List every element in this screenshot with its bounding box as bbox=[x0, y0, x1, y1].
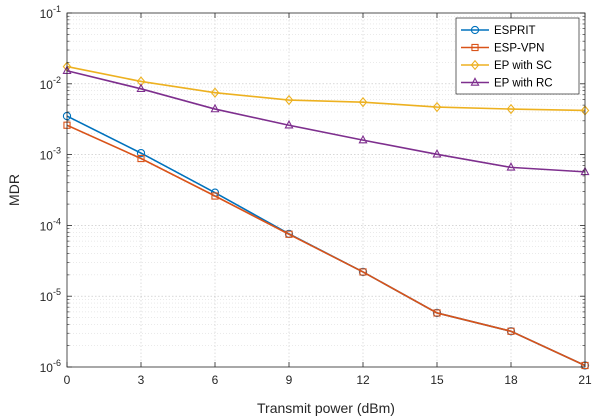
x-axis-label: Transmit power (dBm) bbox=[257, 400, 395, 416]
legend-item: ESPRIT bbox=[461, 25, 536, 37]
data-point bbox=[433, 309, 441, 317]
y-tick-label: 10-6 bbox=[40, 358, 61, 375]
legend-marker bbox=[470, 25, 480, 35]
ticks-layer: 0 3 6 9 12 15 18 21 10-6 10-5 10-4 10-3 10-2 10-1 bbox=[40, 4, 592, 387]
legend-label: ESPRIT bbox=[494, 25, 536, 37]
y-tick-label: 10-5 bbox=[40, 287, 61, 304]
data-point bbox=[432, 148, 442, 158]
x-tick-label: 0 bbox=[64, 373, 71, 387]
data-point bbox=[137, 154, 145, 163]
legend-label: EP with RC bbox=[494, 78, 553, 90]
x-tick-label: 12 bbox=[356, 373, 370, 387]
legend-item: EP with RC bbox=[461, 77, 553, 90]
legend-label: EP with SC bbox=[494, 60, 552, 72]
series-ep-with-rc bbox=[62, 65, 590, 176]
data-point bbox=[211, 192, 219, 200]
series-line bbox=[66, 69, 586, 173]
y-tick-label: 10-4 bbox=[40, 216, 61, 233]
x-tick-label: 3 bbox=[138, 373, 145, 387]
plot-frame bbox=[66, 12, 586, 368]
x-tick-label: 18 bbox=[504, 373, 518, 387]
series-esp-vpn bbox=[63, 121, 589, 370]
data-point bbox=[506, 103, 516, 115]
legend-item: ESP-VPN bbox=[461, 43, 545, 55]
legend-label: ESP-VPN bbox=[494, 43, 545, 55]
data-point bbox=[358, 134, 368, 144]
data-point bbox=[210, 87, 220, 98]
data-point bbox=[284, 94, 294, 106]
data-point bbox=[359, 268, 367, 276]
data-point bbox=[507, 327, 515, 335]
data-point bbox=[358, 97, 368, 108]
legend-marker bbox=[470, 59, 480, 71]
legend-item: EP with SC bbox=[461, 59, 552, 72]
y-tick-label: 10-1 bbox=[40, 4, 61, 21]
data-point bbox=[432, 101, 442, 113]
x-tick-label: 6 bbox=[212, 373, 219, 387]
series-line bbox=[66, 65, 586, 112]
legend-marker bbox=[471, 43, 479, 52]
x-tick-label: 15 bbox=[430, 373, 444, 387]
y-axis-label: MDR bbox=[6, 174, 22, 206]
data-point bbox=[136, 83, 146, 93]
legend-marker bbox=[470, 77, 480, 86]
grid bbox=[67, 13, 585, 367]
data-point bbox=[506, 162, 516, 171]
data-point bbox=[210, 103, 220, 113]
x-tick-label: 9 bbox=[286, 373, 293, 387]
x-tick-label: 21 bbox=[578, 373, 592, 387]
data-point bbox=[285, 230, 293, 238]
legend: ESPRIT ESP-VPN EP with SC EP with RC bbox=[455, 17, 580, 95]
series-line bbox=[66, 124, 586, 367]
y-tick-label: 10-3 bbox=[40, 146, 61, 163]
data-point bbox=[136, 148, 146, 158]
data-point bbox=[284, 119, 294, 129]
y-tick-label: 10-2 bbox=[40, 75, 61, 92]
